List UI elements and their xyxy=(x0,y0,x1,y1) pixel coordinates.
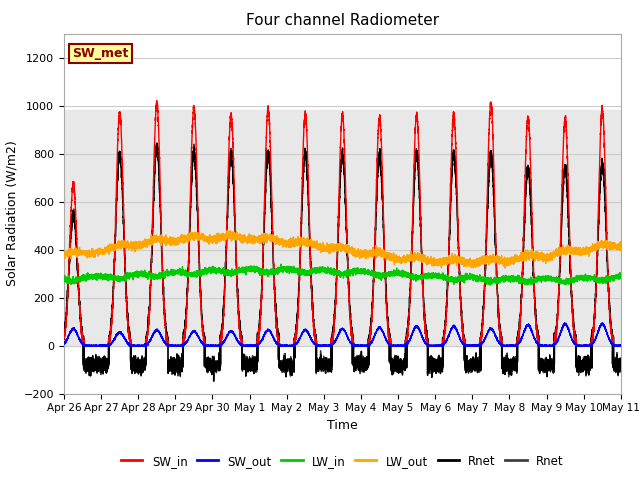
Legend: SW_in, SW_out, LW_in, LW_out, Rnet, Rnet: SW_in, SW_out, LW_in, LW_out, Rnet, Rnet xyxy=(116,450,568,472)
Y-axis label: Solar Radiation (W/m2): Solar Radiation (W/m2) xyxy=(5,141,18,287)
Text: SW_met: SW_met xyxy=(72,47,129,60)
Bar xyxy=(64,110,621,346)
Title: Four channel Radiometer: Four channel Radiometer xyxy=(246,13,439,28)
X-axis label: Time: Time xyxy=(327,419,358,432)
